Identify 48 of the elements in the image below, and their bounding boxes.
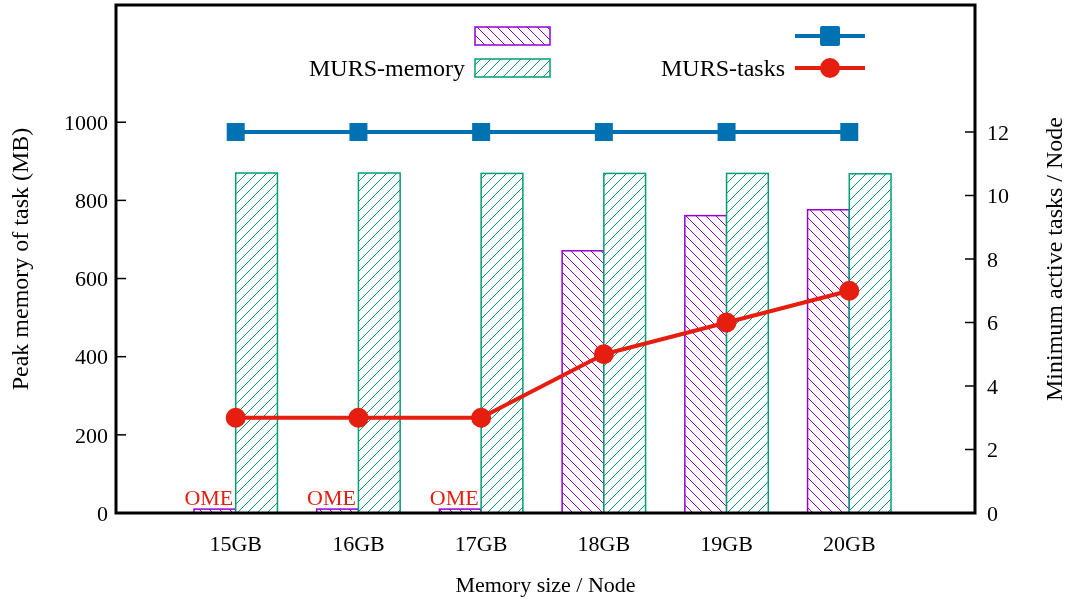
y-axis-title: Peak memory of task (MB) [7,127,33,391]
y-tick-label: 200 [75,422,108,448]
bar [357,172,401,514]
legend-label: MURS-tasks [660,55,785,82]
point [840,123,859,141]
bar [234,172,279,514]
x-axis-title: Memory size / Node [455,572,636,597]
y2-tick-label: 6 [987,310,998,336]
point [225,407,246,428]
y2-tick-label: 12 [987,119,1009,145]
point [349,123,368,141]
point [226,123,245,141]
y2-tick-label: 8 [987,246,998,272]
bar [848,173,892,514]
y2-tick-label: 2 [987,437,998,463]
bar [561,250,605,514]
point [593,344,614,365]
annotation: OME [307,485,357,511]
annotation: OME [184,485,234,511]
y-tick-label: 1000 [64,109,108,135]
x-tick-label: 16GB [332,531,385,556]
bar [603,172,647,514]
point [594,123,613,141]
y2-tick-label: 10 [987,183,1009,209]
y-tick-label: 800 [75,188,108,214]
y-tick-label: 0 [97,500,108,526]
point [717,123,736,141]
bar [725,172,770,514]
bar [684,214,728,514]
point [716,312,737,333]
bar [480,172,524,514]
x-tick-label: 15GB [209,531,262,556]
point [348,407,369,428]
point [472,123,491,141]
x-tick-label: 18GB [577,531,631,556]
legend-label: MURS-memory [309,55,465,82]
x-tick-label: 19GB [700,531,753,556]
y2-tick-label: 4 [987,373,998,399]
point [471,407,492,428]
point [839,280,860,301]
bar [806,209,851,514]
x-tick-label: 20GB [823,531,876,556]
y2-axis-title: Minimum active tasks / Node [1041,117,1067,401]
y-tick-label: 600 [75,266,108,292]
y-tick-label: 400 [75,344,108,370]
x-tick-label: 17GB [454,531,508,556]
y2-tick-label: 0 [987,500,998,526]
annotation: OME [429,485,479,511]
